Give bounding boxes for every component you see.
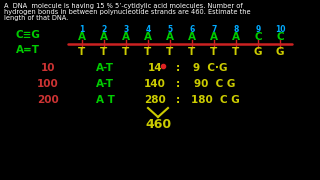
Text: 9: 9 <box>255 24 260 33</box>
Text: :: : <box>176 79 180 89</box>
Text: 14: 14 <box>148 63 162 73</box>
Text: A: A <box>188 32 196 42</box>
Text: 90  C G: 90 C G <box>194 79 236 89</box>
Text: A: A <box>210 32 218 42</box>
Text: 9  C·G: 9 C·G <box>193 63 227 73</box>
Text: 100: 100 <box>37 79 59 89</box>
Text: T: T <box>100 47 108 57</box>
Text: 460: 460 <box>145 118 171 132</box>
Text: A=T: A=T <box>16 45 40 55</box>
Text: 140: 140 <box>144 79 166 89</box>
Text: T: T <box>166 47 174 57</box>
Text: :: : <box>176 95 180 105</box>
Text: T: T <box>232 47 240 57</box>
Text: 8: 8 <box>233 24 239 33</box>
Text: 3: 3 <box>124 24 129 33</box>
Text: A: A <box>166 32 174 42</box>
Text: T: T <box>122 47 130 57</box>
Text: A-T: A-T <box>96 63 114 73</box>
Text: hydrogen bonds in between polynucleotide strands are 460. Estimate the: hydrogen bonds in between polynucleotide… <box>4 9 251 15</box>
Text: A: A <box>232 32 240 42</box>
Text: A: A <box>100 32 108 42</box>
Text: T: T <box>78 47 86 57</box>
Text: 180  C G: 180 C G <box>191 95 239 105</box>
Text: 1: 1 <box>79 24 84 33</box>
Text: 4: 4 <box>145 24 151 33</box>
Text: T: T <box>210 47 218 57</box>
Text: A: A <box>144 32 152 42</box>
Text: A: A <box>122 32 130 42</box>
Text: 5: 5 <box>167 24 172 33</box>
Text: 7: 7 <box>211 24 217 33</box>
Text: 10: 10 <box>41 63 55 73</box>
Text: 10: 10 <box>275 24 285 33</box>
Text: A: A <box>78 32 86 42</box>
Text: 280: 280 <box>144 95 166 105</box>
Text: 200: 200 <box>37 95 59 105</box>
Text: C: C <box>276 32 284 42</box>
Text: 2: 2 <box>101 24 107 33</box>
Text: A T: A T <box>96 95 115 105</box>
Text: G: G <box>276 47 284 57</box>
Text: C: C <box>254 32 262 42</box>
Text: C≡G: C≡G <box>16 30 40 40</box>
Text: T: T <box>144 47 152 57</box>
Text: 6: 6 <box>189 24 195 33</box>
Text: T: T <box>188 47 196 57</box>
Text: length of that DNA.: length of that DNA. <box>4 15 68 21</box>
Text: A-T: A-T <box>96 79 114 89</box>
Text: A  DNA  molecule is having 15 % 5’-cytidylic acid molecules. Number of: A DNA molecule is having 15 % 5’-cytidyl… <box>4 3 243 9</box>
Text: G: G <box>254 47 262 57</box>
Text: :: : <box>176 63 180 73</box>
